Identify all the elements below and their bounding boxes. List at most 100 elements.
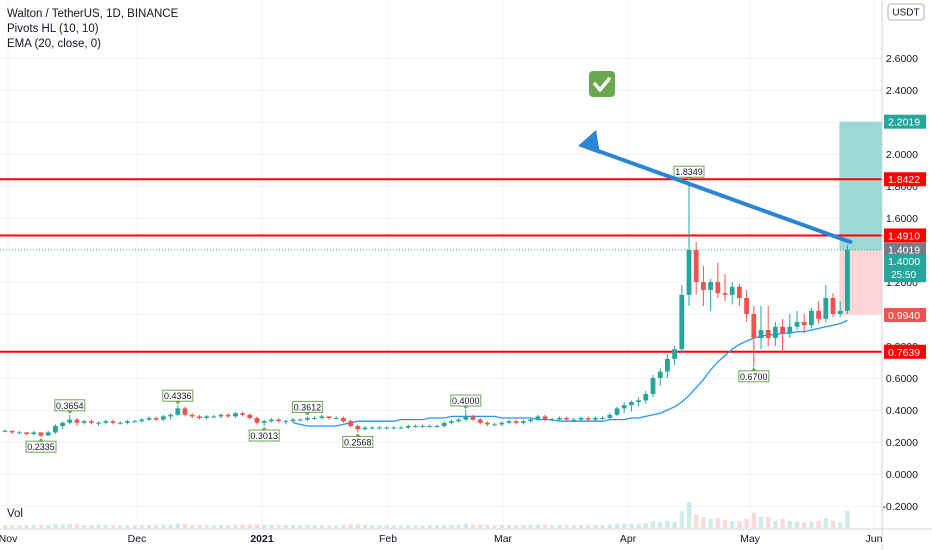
- candle-body: [225, 414, 231, 417]
- candle: [463, 410, 469, 422]
- x-tick-label: Jun: [866, 533, 883, 545]
- candle-body: [74, 419, 80, 423]
- candle-body: [182, 408, 188, 415]
- pivots-indicator-label[interactable]: Pivots HL (10, 10): [7, 23, 99, 35]
- candle-body: [729, 286, 735, 295]
- volume-bar: [478, 524, 483, 528]
- volume-bar: [132, 525, 137, 528]
- candle: [542, 414, 548, 422]
- volume-bar: [643, 523, 648, 528]
- y-tick-label: 1.6000: [886, 213, 918, 225]
- volume-bar: [528, 524, 533, 528]
- candle-body: [31, 432, 37, 434]
- candle-body: [751, 314, 757, 338]
- last-price-badge: [884, 242, 926, 257]
- candle: [449, 419, 454, 425]
- currency-button: [887, 3, 925, 21]
- volume-bar: [427, 525, 432, 528]
- volume-bar: [406, 524, 411, 528]
- volume-bar: [672, 521, 677, 528]
- x-tick-label: 2021: [250, 533, 274, 545]
- candle-body: [161, 416, 166, 420]
- candle-body: [290, 419, 296, 422]
- candle-body: [463, 416, 469, 420]
- volume-bar: [535, 524, 540, 528]
- candle: [305, 416, 310, 422]
- candle-body: [701, 282, 706, 290]
- candle: [650, 374, 656, 398]
- candle: [492, 422, 497, 426]
- candle-body: [845, 250, 850, 311]
- ema-indicator-label[interactable]: EMA (20, close, 0): [7, 38, 101, 50]
- volume-bar: [377, 525, 382, 528]
- volume-bar: [542, 524, 548, 528]
- pivot-label: 0.4336: [162, 389, 194, 405]
- candle-body: [247, 414, 253, 418]
- pivot-label: 0.3654: [54, 399, 86, 414]
- volume-bar: [456, 524, 461, 528]
- candle-body: [117, 422, 123, 424]
- volume-bar: [751, 512, 756, 528]
- candle: [60, 421, 65, 430]
- candle: [693, 242, 699, 295]
- x-tick-label: Nov: [0, 533, 18, 545]
- candle-body: [542, 416, 548, 420]
- check-icon: [589, 71, 615, 97]
- candle-body: [24, 432, 29, 434]
- candle: [413, 424, 418, 428]
- volume-label[interactable]: Vol: [7, 508, 23, 520]
- volume-bar: [686, 502, 692, 528]
- volume-bar: [96, 524, 101, 528]
- symbol-title[interactable]: Walton / TetherUS, 1D, BINANCE: [7, 8, 179, 20]
- candle: [729, 282, 735, 305]
- target-arrow-head: [578, 130, 600, 154]
- volume-bar: [17, 525, 22, 528]
- candle: [276, 418, 281, 423]
- volume-bar: [298, 525, 303, 528]
- volume-bar: [89, 524, 94, 528]
- candle-body: [326, 416, 332, 418]
- candle: [470, 414, 476, 422]
- pivot-label-pointer: [66, 410, 73, 414]
- volume-bar: [737, 521, 742, 528]
- pivot-label-pointer: [354, 433, 361, 437]
- candle-body: [110, 421, 116, 423]
- candle: [809, 307, 814, 329]
- volume-bar: [758, 516, 764, 528]
- volume-bar: [370, 525, 375, 528]
- candle-body: [333, 418, 339, 419]
- candle-body: [722, 293, 728, 295]
- candle-body: [312, 418, 317, 419]
- candle-body: [470, 416, 476, 420]
- candle: [679, 285, 685, 353]
- volume-bar: [550, 525, 555, 528]
- candle-body: [413, 426, 418, 427]
- candle-body: [125, 421, 130, 423]
- candle-body: [549, 419, 555, 421]
- candle-body: [600, 418, 605, 419]
- x-tick-label: May: [740, 533, 761, 545]
- candle: [485, 421, 490, 426]
- candle-body: [319, 416, 325, 418]
- volume-bar: [348, 524, 353, 528]
- pivot-label: 0.6700: [738, 367, 770, 383]
- candle-body: [657, 371, 663, 378]
- candle: [290, 418, 296, 423]
- candle-body: [801, 322, 807, 326]
- volume-bar: [67, 523, 72, 528]
- volume-bar: [413, 525, 418, 528]
- candle: [89, 419, 94, 425]
- candle-body: [758, 330, 764, 338]
- y-tick-label: 2.0000: [886, 149, 918, 161]
- volume-bar: [506, 524, 512, 528]
- target-price-badge: [884, 114, 926, 129]
- x-tick-label: Apr: [620, 533, 637, 545]
- candle-body: [297, 419, 303, 421]
- candle: [333, 416, 339, 420]
- level-price-badge: [884, 228, 926, 243]
- volume-bar: [629, 523, 634, 528]
- candle-body: [693, 250, 699, 282]
- candle: [830, 293, 836, 318]
- volume-bar: [168, 524, 173, 528]
